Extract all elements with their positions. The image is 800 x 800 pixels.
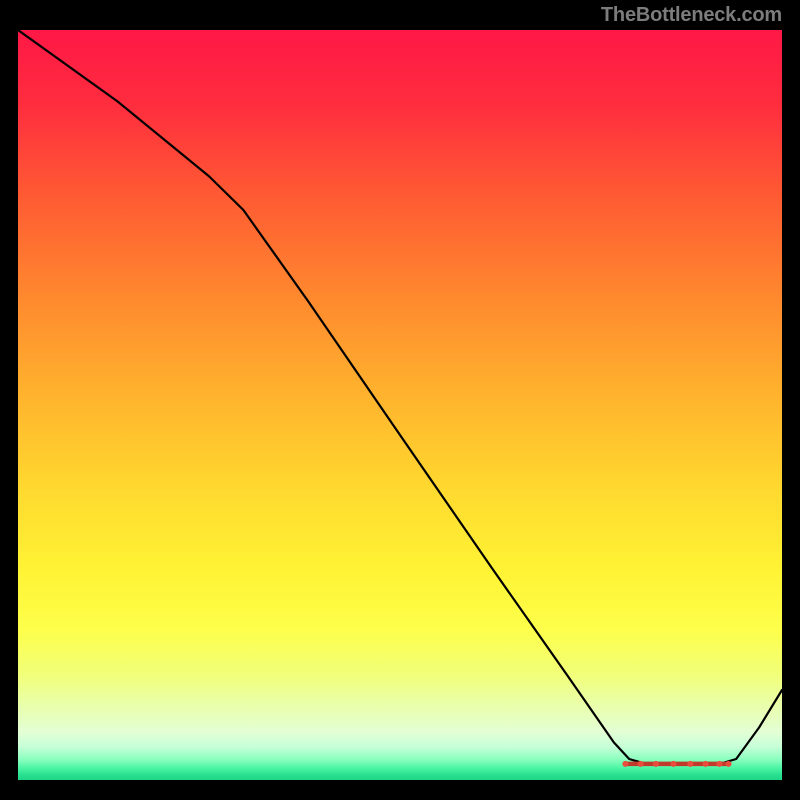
valley-marker xyxy=(687,761,693,767)
watermark-text: TheBottleneck.com xyxy=(601,4,782,27)
valley-marker xyxy=(726,761,732,767)
valley-marker xyxy=(716,761,722,767)
main-curve xyxy=(18,30,782,764)
chart-line-layer xyxy=(18,30,782,780)
valley-marker xyxy=(622,761,628,767)
valley-marker xyxy=(703,761,709,767)
valley-marker xyxy=(671,761,677,767)
valley-marker xyxy=(638,761,644,767)
valley-band xyxy=(622,761,731,767)
valley-marker xyxy=(653,761,659,767)
chart-container xyxy=(18,30,782,780)
